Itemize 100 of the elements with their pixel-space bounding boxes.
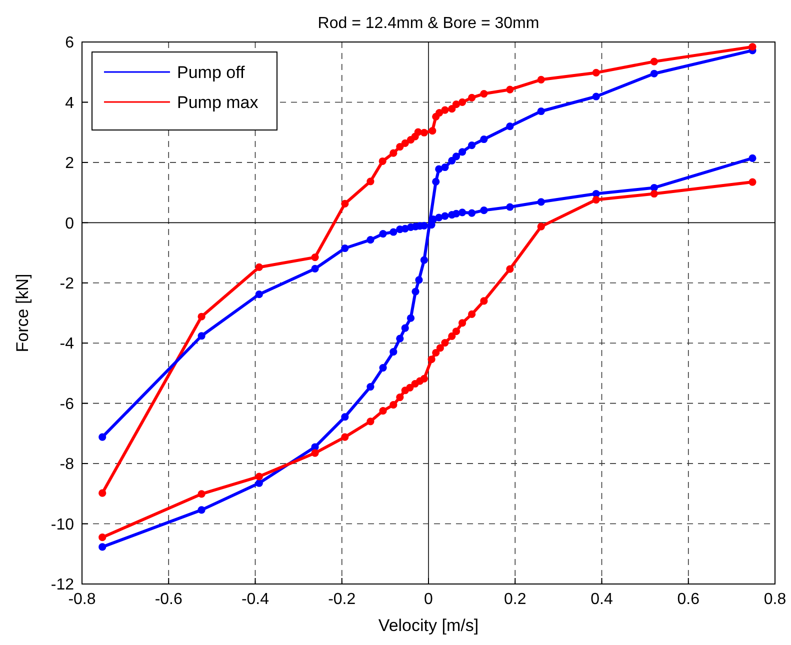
point xyxy=(592,196,600,204)
point xyxy=(748,43,756,51)
point xyxy=(650,58,658,66)
point xyxy=(406,384,414,392)
point xyxy=(406,314,415,322)
point xyxy=(341,200,349,208)
point xyxy=(98,534,106,542)
point xyxy=(390,401,398,409)
point xyxy=(537,107,545,116)
point xyxy=(537,222,545,230)
point xyxy=(379,407,387,415)
point xyxy=(255,479,263,487)
point xyxy=(441,106,449,114)
point xyxy=(412,288,420,296)
point xyxy=(98,433,106,441)
point xyxy=(506,203,514,211)
point xyxy=(650,70,658,78)
point xyxy=(198,312,206,320)
y-tick-label: 0 xyxy=(65,215,74,232)
point xyxy=(378,157,386,166)
y-tick-label: -8 xyxy=(60,456,74,474)
x-tick-label: -0.8 xyxy=(68,591,96,608)
point xyxy=(448,332,456,340)
point xyxy=(506,86,514,94)
point xyxy=(396,334,404,342)
point xyxy=(255,263,263,272)
point xyxy=(480,135,488,144)
y-tick-label: -4 xyxy=(60,336,74,353)
point xyxy=(480,206,488,214)
point xyxy=(458,98,466,106)
point xyxy=(432,178,440,186)
point xyxy=(592,68,600,77)
point xyxy=(366,178,374,186)
y-tick-label: 6 xyxy=(65,34,74,52)
point xyxy=(98,489,106,497)
point xyxy=(366,236,374,244)
point xyxy=(198,332,206,340)
point xyxy=(435,214,443,222)
x-tick-label: 0.2 xyxy=(504,591,526,608)
point xyxy=(468,209,476,217)
point xyxy=(198,490,206,498)
point xyxy=(468,310,476,318)
point xyxy=(480,297,488,305)
point xyxy=(390,149,398,157)
point xyxy=(311,253,319,262)
point xyxy=(432,348,440,357)
point xyxy=(390,348,398,356)
point xyxy=(458,148,466,156)
y-tick-label: -12 xyxy=(50,576,74,594)
y-tick-label: 4 xyxy=(65,94,74,112)
x-tick-label: 0.8 xyxy=(764,591,786,608)
point xyxy=(255,472,263,480)
point xyxy=(420,128,428,136)
y-tick-label: -2 xyxy=(60,275,74,292)
point xyxy=(452,100,460,108)
point xyxy=(748,154,756,162)
point xyxy=(458,208,466,216)
chart-title: Rod = 12.4mm & Bore = 30mm xyxy=(318,15,540,32)
y-tick-label: -6 xyxy=(60,396,74,413)
point xyxy=(506,122,514,130)
point xyxy=(311,264,319,273)
point xyxy=(98,543,106,551)
y-tick-label: -10 xyxy=(50,516,74,534)
point xyxy=(341,244,349,252)
point xyxy=(396,142,404,151)
point xyxy=(452,152,460,160)
point xyxy=(428,127,436,135)
point xyxy=(390,228,398,236)
point xyxy=(415,276,423,284)
point xyxy=(748,178,756,186)
point xyxy=(458,319,466,327)
point xyxy=(452,328,460,336)
legend-label: Pump max xyxy=(177,92,259,112)
point xyxy=(396,394,404,402)
point xyxy=(468,141,476,150)
point xyxy=(537,76,545,84)
point xyxy=(480,90,488,98)
point xyxy=(198,506,206,514)
x-tick-label: -0.4 xyxy=(241,591,270,608)
point xyxy=(401,139,409,147)
point xyxy=(650,190,658,198)
point xyxy=(441,163,449,172)
x-tick-label: 0.6 xyxy=(677,591,700,608)
point xyxy=(436,108,444,117)
x-tick-label: -0.2 xyxy=(328,591,356,608)
x-axis-title: Velocity [m/s] xyxy=(378,616,479,635)
point xyxy=(506,265,514,273)
point xyxy=(441,212,449,220)
point xyxy=(441,339,449,347)
point xyxy=(401,324,409,332)
point xyxy=(341,433,349,441)
point xyxy=(592,92,600,100)
x-tick-label: -0.6 xyxy=(154,591,183,608)
point xyxy=(255,290,263,298)
point xyxy=(435,165,443,173)
point xyxy=(379,230,387,238)
y-axis-title: Force [kN] xyxy=(13,274,32,352)
x-tick-label: 0 xyxy=(424,591,434,608)
point xyxy=(436,344,444,352)
x-tick-label: 0.4 xyxy=(590,591,613,608)
